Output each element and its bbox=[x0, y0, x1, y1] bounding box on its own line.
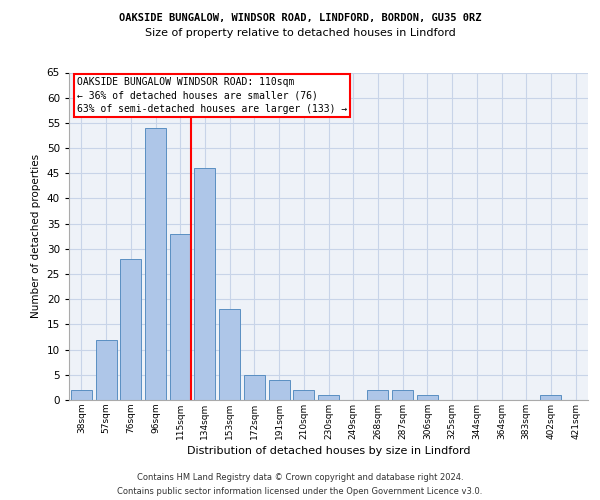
Bar bbox=[194, 168, 215, 400]
Y-axis label: Number of detached properties: Number of detached properties bbox=[31, 154, 41, 318]
Text: Size of property relative to detached houses in Lindford: Size of property relative to detached ho… bbox=[145, 28, 455, 38]
Text: OAKSIDE BUNGALOW, WINDSOR ROAD, LINDFORD, BORDON, GU35 0RZ: OAKSIDE BUNGALOW, WINDSOR ROAD, LINDFORD… bbox=[119, 12, 481, 22]
Bar bbox=[95, 340, 116, 400]
Bar bbox=[145, 128, 166, 400]
Text: Contains public sector information licensed under the Open Government Licence v3: Contains public sector information licen… bbox=[118, 486, 482, 496]
Bar bbox=[293, 390, 314, 400]
Text: Contains HM Land Registry data © Crown copyright and database right 2024.: Contains HM Land Registry data © Crown c… bbox=[137, 472, 463, 482]
Bar bbox=[120, 259, 141, 400]
Text: OAKSIDE BUNGALOW WINDSOR ROAD: 110sqm
← 36% of detached houses are smaller (76)
: OAKSIDE BUNGALOW WINDSOR ROAD: 110sqm ← … bbox=[77, 78, 347, 114]
Bar bbox=[392, 390, 413, 400]
Bar bbox=[71, 390, 92, 400]
X-axis label: Distribution of detached houses by size in Lindford: Distribution of detached houses by size … bbox=[187, 446, 470, 456]
Bar bbox=[367, 390, 388, 400]
Bar bbox=[219, 310, 240, 400]
Bar bbox=[269, 380, 290, 400]
Bar bbox=[244, 375, 265, 400]
Bar bbox=[170, 234, 191, 400]
Bar bbox=[318, 395, 339, 400]
Bar bbox=[541, 395, 562, 400]
Bar bbox=[417, 395, 438, 400]
